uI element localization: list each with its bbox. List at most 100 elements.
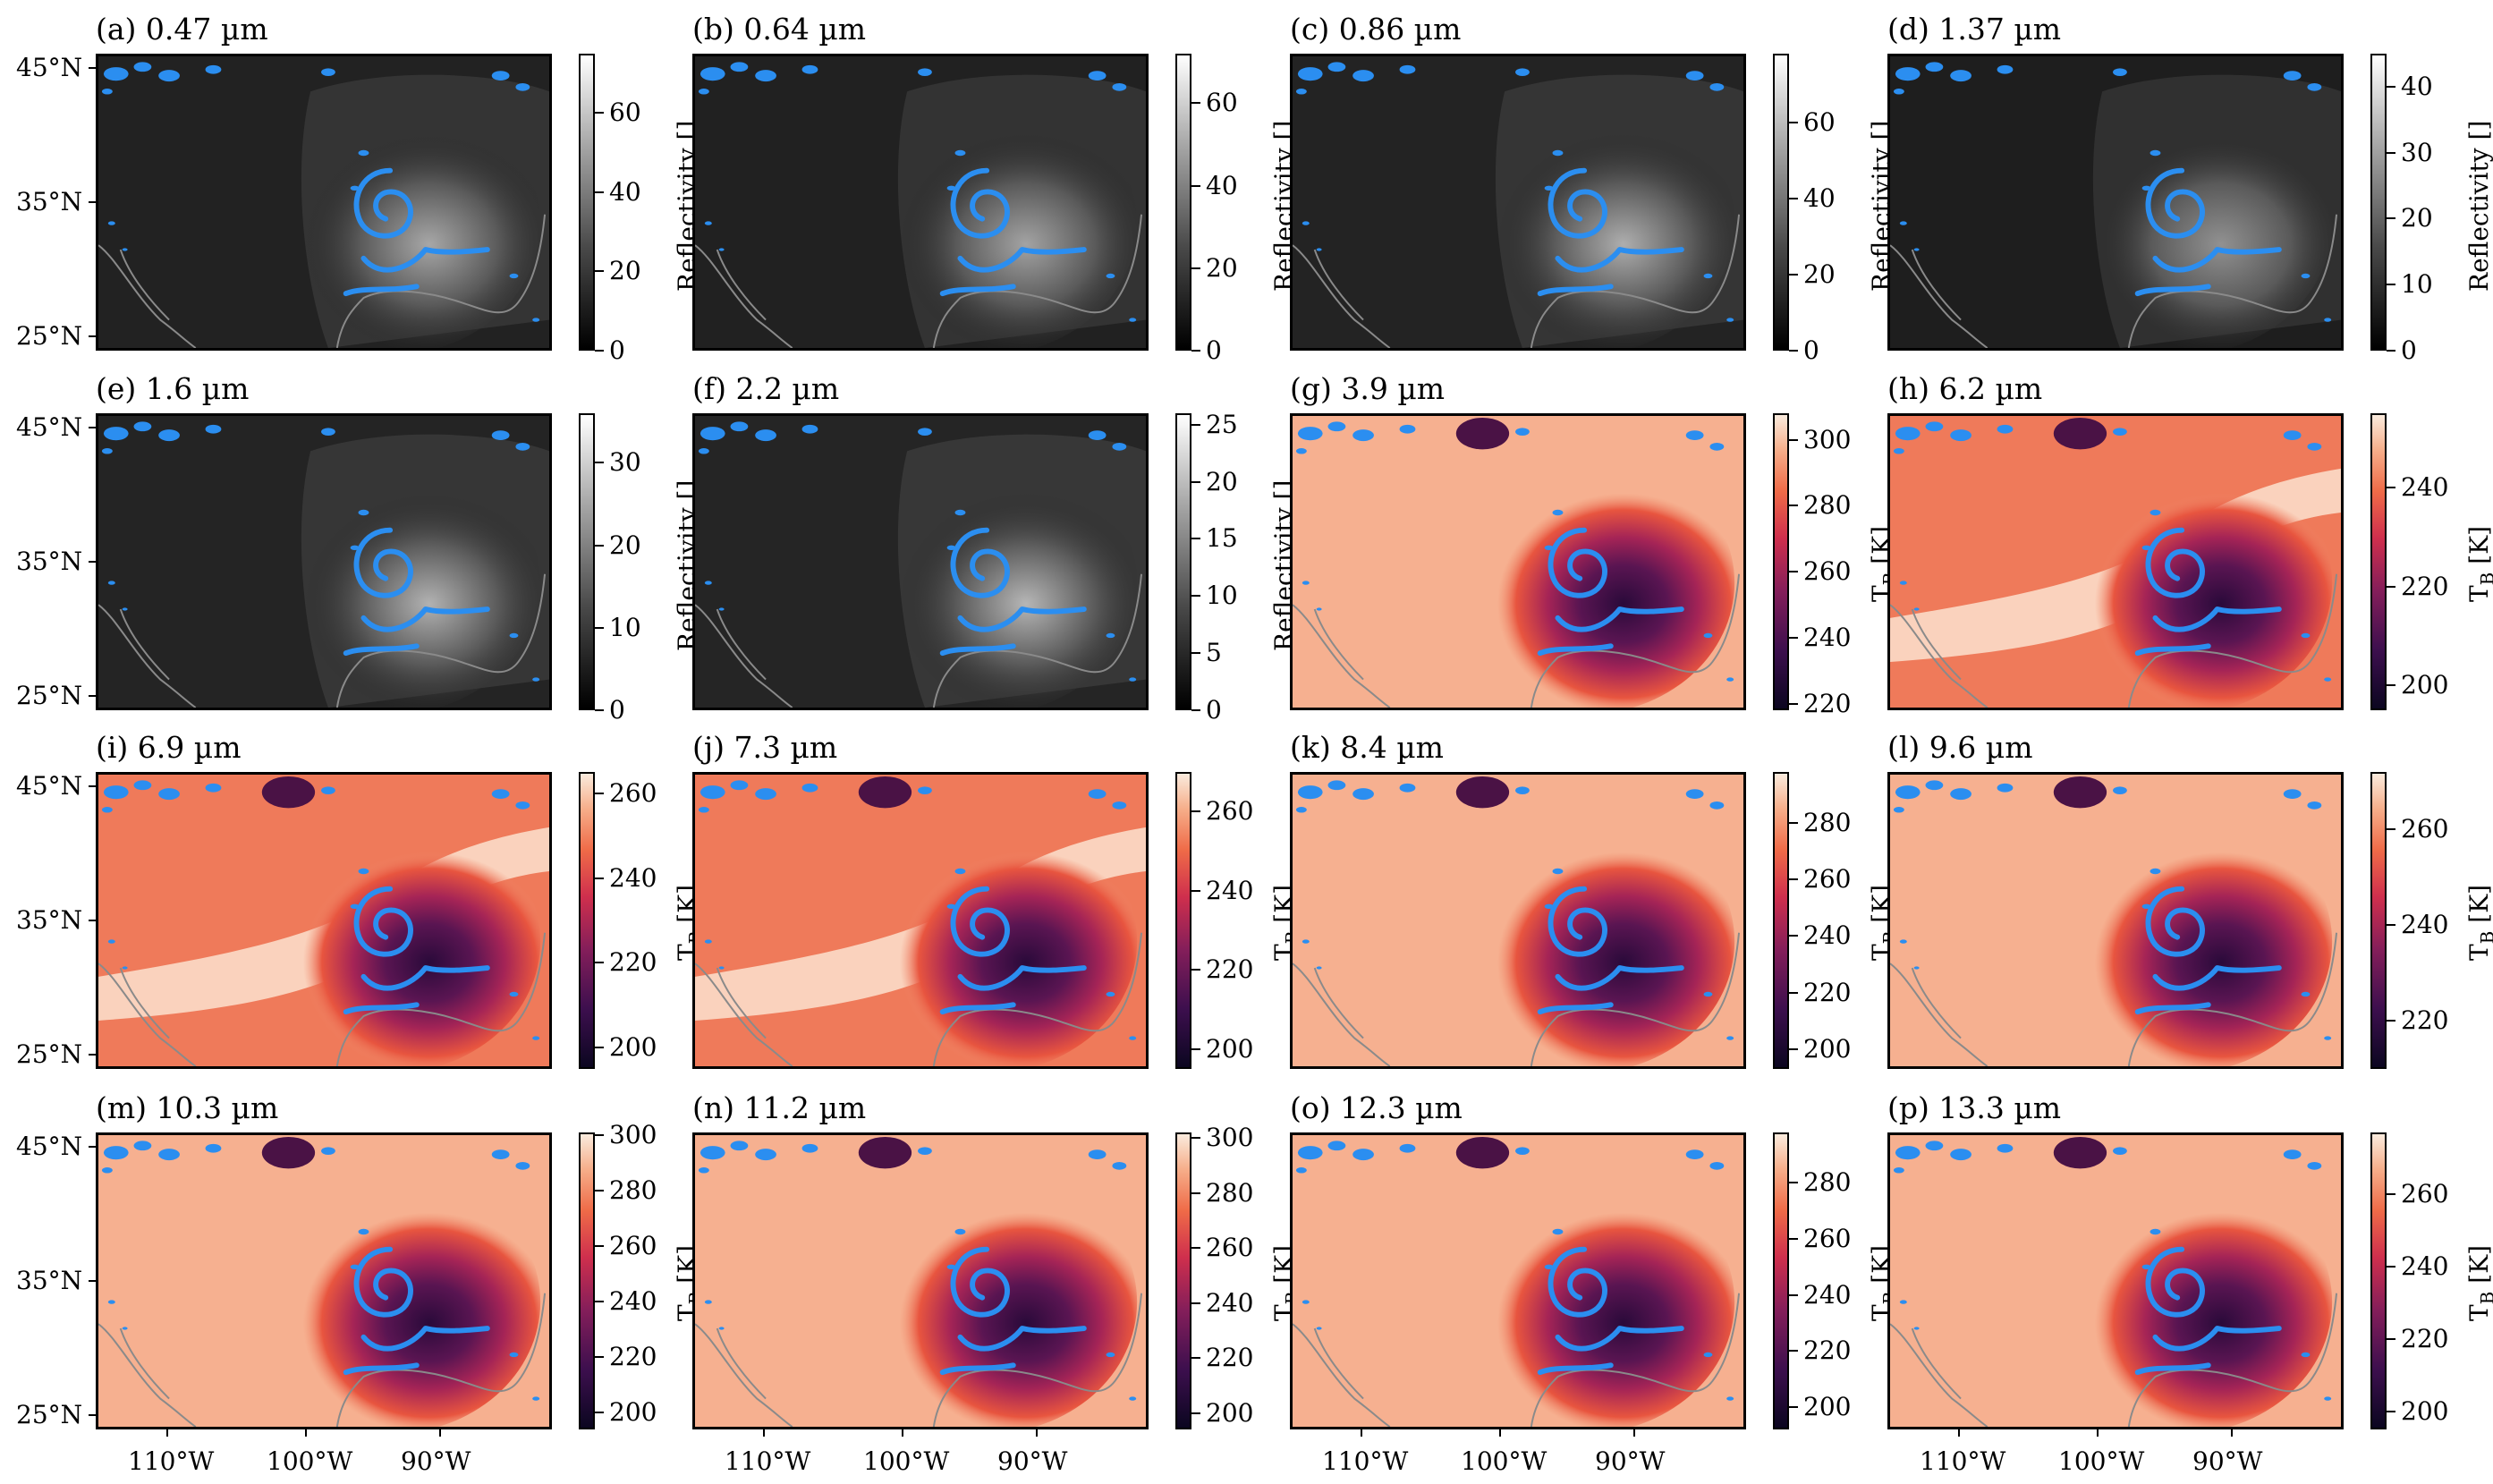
colorbar-tick <box>1789 935 1798 937</box>
overlay-patch <box>491 789 510 800</box>
coastline <box>1293 573 1741 708</box>
colorbar-tick-label: 0 <box>2401 335 2417 365</box>
colorbar-tick <box>1191 1412 1200 1414</box>
latitude-tick <box>89 201 96 203</box>
colorbar-tick-label: 0 <box>1206 695 1222 725</box>
colorbar-tick <box>595 877 604 879</box>
colorbar-tick <box>1789 1238 1798 1241</box>
colorbar-tick <box>1191 1302 1200 1304</box>
overlay-patch <box>1925 1141 1944 1151</box>
overlay-patch <box>1895 785 1921 800</box>
overlay-patch <box>107 221 115 225</box>
colorbar-tick <box>1191 538 1200 540</box>
northern-cloud-top <box>2053 1136 2107 1169</box>
overlay-patch <box>698 89 709 95</box>
map-svg <box>98 1135 549 1427</box>
colorbar-gradient <box>1177 415 1190 708</box>
colorbar-tick <box>1191 1247 1200 1250</box>
northern-cloud-top <box>1455 417 1510 450</box>
colorbar-tick-label: 200 <box>609 1397 657 1428</box>
colorbar-tick-label: 220 <box>2401 571 2449 601</box>
map-svg <box>1293 775 1743 1066</box>
overlay-patch <box>755 70 776 82</box>
colorbar-tick <box>1789 121 1798 123</box>
overlay-patch <box>1685 1149 1704 1160</box>
overlay-patch <box>1726 318 1734 322</box>
panel-title: (a) 0.47 µm <box>96 12 268 47</box>
map-image <box>1290 413 1746 710</box>
overlay-spiral <box>343 886 490 1015</box>
overlay-spiral <box>1537 527 1684 657</box>
overlay-patch <box>801 783 818 793</box>
colorbar-tick <box>595 1047 604 1049</box>
overlay-patch <box>1726 677 1734 682</box>
northern-cloud-top <box>261 776 316 809</box>
overlay-patch <box>718 966 725 970</box>
overlay-patch <box>350 545 360 550</box>
colorbar <box>579 1132 595 1429</box>
overlay-patch <box>350 1264 360 1269</box>
overlay-spiral <box>939 527 1087 657</box>
hurricane-cloud <box>2031 451 2333 708</box>
overlay-spiral <box>1537 167 1684 297</box>
overlay-patch <box>1685 789 1704 800</box>
overlay-patch <box>491 1149 510 1160</box>
map-image <box>96 772 552 1069</box>
colorbar-tick <box>1191 1137 1200 1140</box>
overlay-patch <box>1088 1149 1107 1160</box>
latitude-label: 25°N <box>16 1039 83 1069</box>
overlay-patch <box>2324 318 2332 322</box>
map-image <box>1290 772 1746 1069</box>
overlay-patch <box>2307 443 2322 451</box>
map-image <box>1887 1132 2344 1429</box>
overlay-patch <box>532 1396 540 1401</box>
colorbar-tick <box>2387 585 2395 588</box>
longitude-tick <box>1499 1429 1501 1437</box>
colorbar-tick <box>1789 273 1798 276</box>
colorbar <box>2370 1132 2387 1429</box>
overlay-patch <box>515 801 530 810</box>
colorbar-tick <box>1789 350 1798 352</box>
colorbar-tick-label: 220 <box>2401 1005 2449 1036</box>
colorbar-tick <box>595 462 604 464</box>
overlay-patch <box>755 788 776 801</box>
longitude-label: 90°W <box>1595 1446 1666 1476</box>
colorbar-tick-label: 20 <box>1206 466 1238 496</box>
overlay-patch <box>133 421 152 432</box>
longitude-label: 110°W <box>1322 1446 1409 1476</box>
colorbar-tick-label: 220 <box>1206 954 1254 985</box>
panel-title: (b) 0.64 µm <box>692 12 867 47</box>
colorbar-gradient <box>581 55 593 349</box>
overlay-patch <box>1899 939 1907 944</box>
longitude-tick <box>305 1429 307 1437</box>
colorbar-tick-label: 240 <box>609 1286 657 1317</box>
overlay-patch <box>158 70 180 82</box>
overlay-patch <box>1327 780 1346 791</box>
colorbar-tick <box>1191 1191 1200 1194</box>
overlay-patch <box>730 421 749 432</box>
overlay-patch <box>1316 966 1322 970</box>
colorbar-gradient <box>1775 774 1787 1067</box>
colorbar-tick-label: 220 <box>609 947 657 978</box>
overlay-patch <box>1726 1036 1734 1040</box>
colorbar-tick-label: 220 <box>2401 1323 2449 1353</box>
panel-title: (h) 6.2 µm <box>1887 371 2043 406</box>
northern-cloud-top <box>2053 417 2107 450</box>
overlay-patch <box>2141 903 2151 909</box>
colorbar-tick-label: 5 <box>1206 638 1222 668</box>
latitude-tick <box>89 427 96 428</box>
colorbar-tick <box>1789 197 1798 199</box>
longitude-tick <box>1958 1429 1960 1437</box>
overlay-patch <box>1088 430 1107 441</box>
colorbar-tick-label: 240 <box>1206 1287 1254 1318</box>
hurricane-cloud <box>2031 1170 2333 1427</box>
colorbar <box>579 54 595 351</box>
colorbar-tick-label: 200 <box>609 1032 657 1063</box>
panel-title: (p) 13.3 µm <box>1887 1090 2062 1125</box>
northern-cloud-top <box>2053 776 2107 809</box>
hurricane-cloud <box>1434 451 1735 708</box>
overlay-patch <box>205 424 222 434</box>
overlay-patch <box>1352 1149 1374 1161</box>
overlay-patch <box>2324 677 2332 682</box>
colorbar-tick <box>595 626 604 629</box>
